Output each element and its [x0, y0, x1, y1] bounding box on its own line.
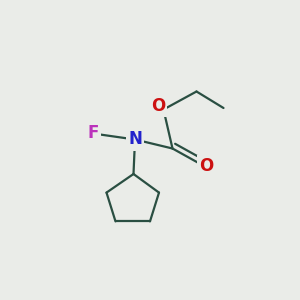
Text: O: O	[199, 157, 213, 175]
Text: F: F	[87, 124, 99, 142]
Text: N: N	[128, 130, 142, 148]
Text: O: O	[151, 97, 165, 115]
